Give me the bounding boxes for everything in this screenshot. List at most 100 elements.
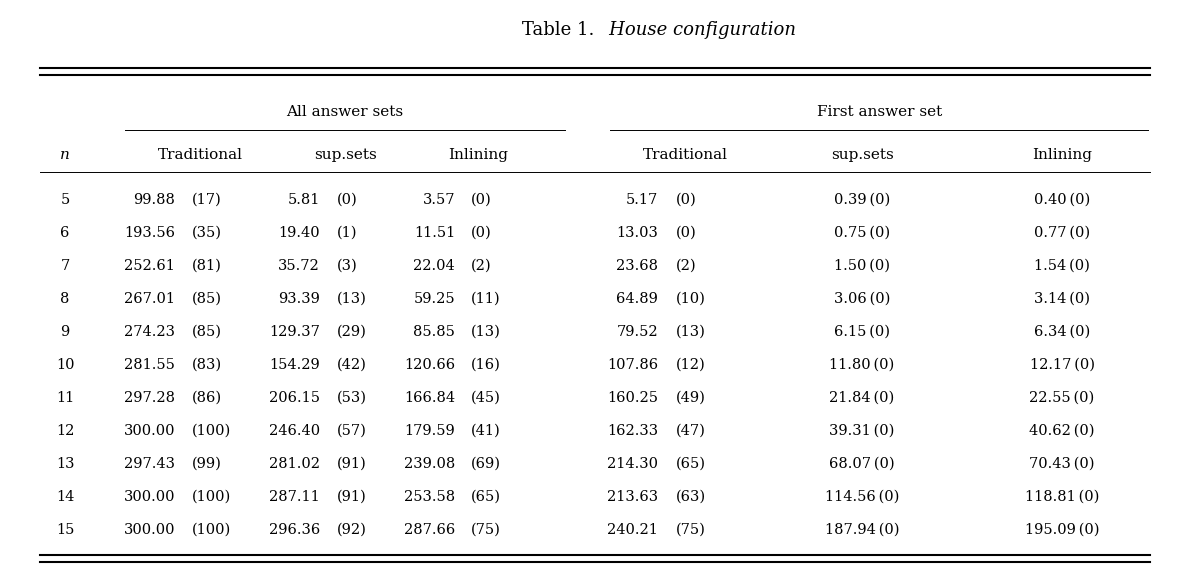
Text: 6: 6 [61, 226, 70, 240]
Text: First answer set: First answer set [817, 105, 943, 119]
Text: 114.56 (0): 114.56 (0) [825, 490, 899, 504]
Text: 13.03: 13.03 [616, 226, 658, 240]
Text: 213.63: 213.63 [606, 490, 658, 504]
Text: 187.94 (0): 187.94 (0) [825, 523, 899, 537]
Text: 267.01: 267.01 [124, 292, 175, 306]
Text: 99.88: 99.88 [133, 193, 175, 207]
Text: (29): (29) [336, 325, 367, 339]
Text: (13): (13) [471, 325, 501, 339]
Text: (100): (100) [191, 424, 231, 438]
Text: (35): (35) [191, 226, 222, 240]
Text: 0.75 (0): 0.75 (0) [833, 226, 891, 240]
Text: 0.77 (0): 0.77 (0) [1034, 226, 1090, 240]
Text: (63): (63) [677, 490, 706, 504]
Text: (47): (47) [677, 424, 706, 438]
Text: (13): (13) [336, 292, 367, 306]
Text: 300.00: 300.00 [124, 523, 175, 537]
Text: 64.89: 64.89 [616, 292, 658, 306]
Text: 281.55: 281.55 [124, 358, 175, 372]
Text: (75): (75) [471, 523, 501, 537]
Text: 160.25: 160.25 [608, 391, 658, 405]
Text: 162.33: 162.33 [606, 424, 658, 438]
Text: 59.25: 59.25 [414, 292, 455, 306]
Text: (91): (91) [336, 490, 366, 504]
Text: 11.80 (0): 11.80 (0) [830, 358, 894, 372]
Text: (12): (12) [677, 358, 706, 372]
Text: 166.84: 166.84 [404, 391, 455, 405]
Text: 5: 5 [61, 193, 70, 207]
Text: 40.62 (0): 40.62 (0) [1030, 424, 1095, 438]
Text: (85): (85) [191, 325, 222, 339]
Text: 287.11: 287.11 [269, 490, 320, 504]
Text: 8: 8 [61, 292, 70, 306]
Text: 107.86: 107.86 [606, 358, 658, 372]
Text: 246.40: 246.40 [269, 424, 320, 438]
Text: House configuration: House configuration [594, 21, 797, 39]
Text: (42): (42) [336, 358, 367, 372]
Text: 3.06 (0): 3.06 (0) [833, 292, 891, 306]
Text: (57): (57) [336, 424, 367, 438]
Text: (92): (92) [336, 523, 367, 537]
Text: 239.08: 239.08 [404, 457, 455, 471]
Text: (11): (11) [471, 292, 501, 306]
Text: 179.59: 179.59 [404, 424, 455, 438]
Text: 297.43: 297.43 [124, 457, 175, 471]
Text: 11: 11 [56, 391, 74, 405]
Text: 206.15: 206.15 [269, 391, 320, 405]
Text: (65): (65) [471, 490, 501, 504]
Text: 93.39: 93.39 [278, 292, 320, 306]
Text: (53): (53) [336, 391, 367, 405]
Text: 297.28: 297.28 [124, 391, 175, 405]
Text: Traditional: Traditional [642, 148, 728, 162]
Text: 22.04: 22.04 [414, 259, 455, 273]
Text: 296.36: 296.36 [269, 523, 320, 537]
Text: (3): (3) [336, 259, 358, 273]
Text: Inlining: Inlining [448, 148, 508, 162]
Text: (0): (0) [336, 193, 358, 207]
Text: (49): (49) [677, 391, 706, 405]
Text: 5.17: 5.17 [625, 193, 658, 207]
Text: 15: 15 [56, 523, 74, 537]
Text: (100): (100) [191, 523, 231, 537]
Text: 1.50 (0): 1.50 (0) [833, 259, 891, 273]
Text: 11.51: 11.51 [414, 226, 455, 240]
Text: 35.72: 35.72 [278, 259, 320, 273]
Text: 240.21: 240.21 [608, 523, 658, 537]
Text: Table 1.: Table 1. [522, 21, 594, 39]
Text: 0.40 (0): 0.40 (0) [1034, 193, 1090, 207]
Text: 23.68: 23.68 [616, 259, 658, 273]
Text: 300.00: 300.00 [124, 490, 175, 504]
Text: (2): (2) [471, 259, 491, 273]
Text: (65): (65) [677, 457, 706, 471]
Text: (45): (45) [471, 391, 501, 405]
Text: All answer sets: All answer sets [287, 105, 403, 119]
Text: 154.29: 154.29 [269, 358, 320, 372]
Text: 252.61: 252.61 [124, 259, 175, 273]
Text: (2): (2) [677, 259, 697, 273]
Text: 287.66: 287.66 [404, 523, 455, 537]
Text: (86): (86) [191, 391, 222, 405]
Text: (99): (99) [191, 457, 222, 471]
Text: 118.81 (0): 118.81 (0) [1025, 490, 1099, 504]
Text: (85): (85) [191, 292, 222, 306]
Text: (13): (13) [677, 325, 706, 339]
Text: (0): (0) [677, 193, 697, 207]
Text: (75): (75) [677, 523, 706, 537]
Text: (41): (41) [471, 424, 501, 438]
Text: 6.34 (0): 6.34 (0) [1034, 325, 1090, 339]
Text: Inlining: Inlining [1032, 148, 1092, 162]
Text: 13: 13 [56, 457, 74, 471]
Text: 0.39 (0): 0.39 (0) [833, 193, 891, 207]
Text: 70.43 (0): 70.43 (0) [1030, 457, 1095, 471]
Text: 253.58: 253.58 [404, 490, 455, 504]
Text: 68.07 (0): 68.07 (0) [829, 457, 895, 471]
Text: n: n [61, 148, 70, 162]
Text: (1): (1) [336, 226, 358, 240]
Text: 21.84 (0): 21.84 (0) [830, 391, 894, 405]
Text: Traditional: Traditional [157, 148, 243, 162]
Text: 14: 14 [56, 490, 74, 504]
Text: (81): (81) [191, 259, 222, 273]
Text: 129.37: 129.37 [269, 325, 320, 339]
Text: 3.14 (0): 3.14 (0) [1034, 292, 1090, 306]
Text: (0): (0) [471, 193, 492, 207]
